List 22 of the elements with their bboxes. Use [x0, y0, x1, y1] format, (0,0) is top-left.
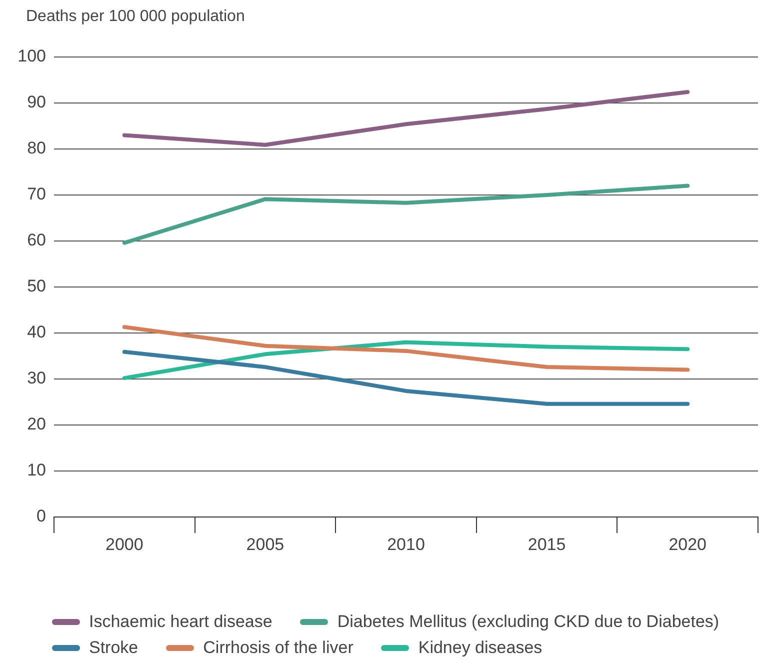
x-tick-label: 2000	[105, 534, 144, 554]
legend-label: Cirrhosis of the liver	[203, 638, 354, 658]
x-tick-label: 2020	[668, 534, 707, 554]
y-tick-label: 90	[27, 92, 46, 112]
legend-label: Ischaemic heart disease	[89, 612, 272, 632]
y-tick-label: 40	[27, 322, 46, 342]
legend-label: Stroke	[89, 638, 138, 658]
y-axis-title: Deaths per 100 000 population	[26, 8, 245, 26]
y-tick-label: 30	[27, 368, 46, 388]
y-tick-label: 70	[27, 184, 46, 204]
y-tick-label: 0	[36, 506, 46, 526]
y-tick-label: 60	[27, 230, 46, 250]
y-tick-label: 10	[27, 460, 46, 480]
legend-label: Diabetes Mellitus (excluding CKD due to Diabetes)	[337, 612, 720, 632]
y-tick-label: 50	[27, 276, 46, 296]
x-tick-label: 2005	[246, 534, 284, 554]
legend-label: Kidney diseases	[418, 638, 542, 658]
x-tick-label: 2010	[387, 534, 425, 554]
x-tick-label: 2015	[528, 534, 566, 554]
y-tick-label: 20	[27, 414, 46, 434]
y-tick-label: 80	[27, 138, 46, 158]
y-tick-label: 100	[18, 46, 46, 66]
